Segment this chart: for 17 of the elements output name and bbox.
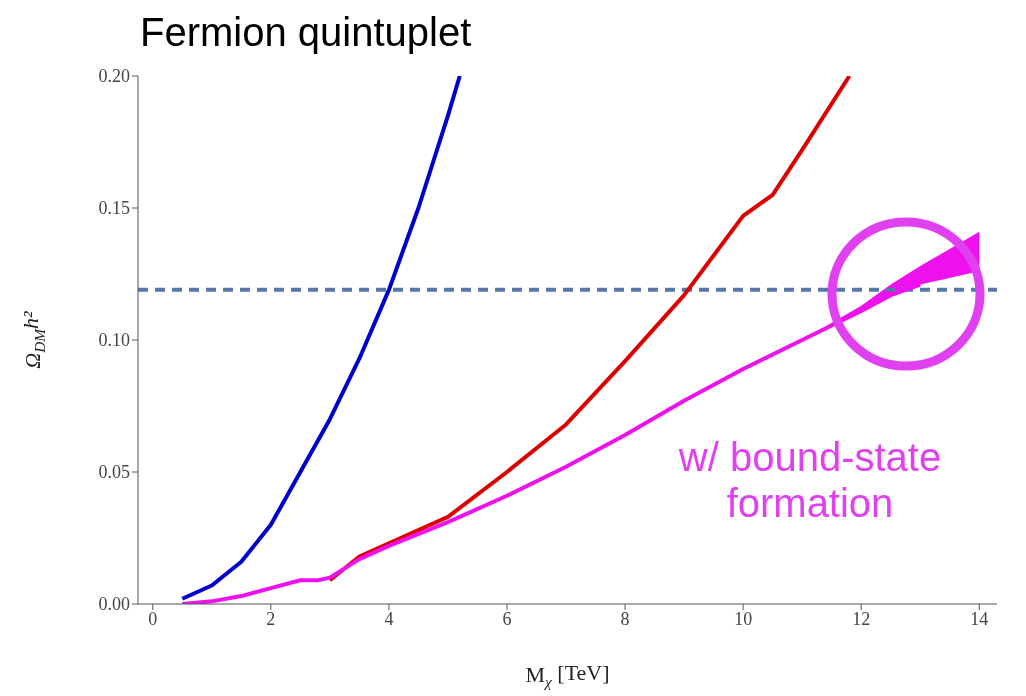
x-tick-label: 10 [734,608,753,629]
y-tick-label: 0.20 [98,66,130,87]
x-tick-label: 6 [502,608,512,629]
x-tick-label: 8 [620,608,630,629]
y-tick-label: 0.00 [98,594,130,615]
y-tick-label: 0.15 [98,198,130,219]
x-tick-label: 12 [852,608,871,629]
x-tick-label: 2 [266,608,276,629]
line-series [180,76,462,601]
x-axis-title: M$_{χ}$ [TeV] [525,660,610,690]
x-tick-label: 0 [148,608,158,629]
x-tick-label: 14 [970,608,989,629]
chart-title: Fermion quintuplet [140,10,472,55]
x-tick-label: 4 [384,608,394,629]
y-tick-label: 0.05 [98,462,130,483]
y-tick-label: 0.10 [98,330,130,351]
annotation: w/ bound-state formation [677,434,943,526]
